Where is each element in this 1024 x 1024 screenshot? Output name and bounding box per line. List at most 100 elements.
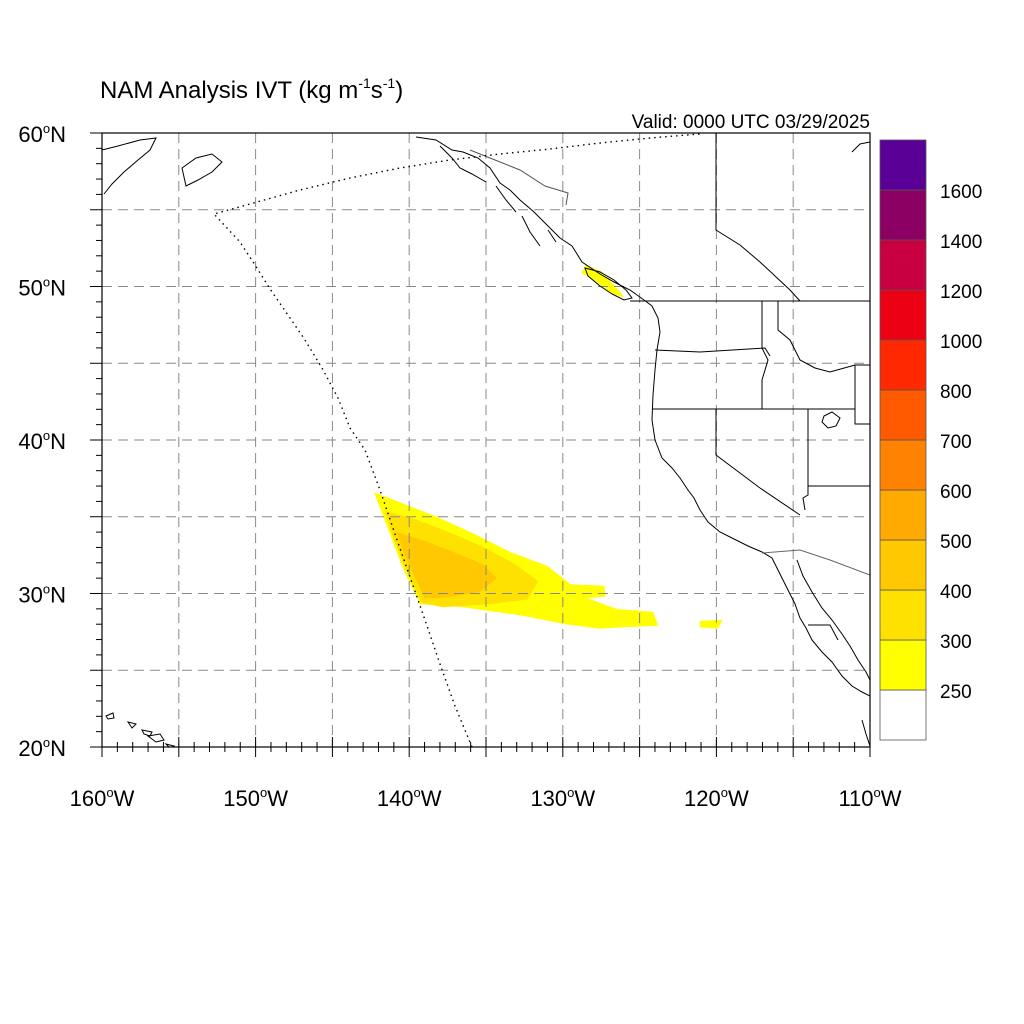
ivt-region-400: [396, 532, 497, 599]
lat-label: 20oN: [18, 735, 66, 761]
colorbar-swatch: [879, 389, 927, 441]
border-baja-south: [808, 624, 839, 641]
colorbar-swatch: [879, 639, 927, 691]
ivt-region-250: [581, 265, 625, 298]
lon-label-hemisphere: W: [881, 786, 902, 811]
lon-label: 150oW: [223, 785, 288, 811]
title-exponent-2: -1: [383, 75, 396, 91]
lat-label-hemisphere: N: [50, 583, 66, 608]
colorbar-level-label: 400: [940, 582, 972, 603]
lon-label-degrees: 140: [377, 786, 414, 811]
degree-symbol: o: [567, 785, 574, 800]
colorbar-level-label: 1000: [940, 332, 982, 353]
border-alaska-canada: [715, 133, 801, 302]
great-salt-lake: [821, 411, 841, 429]
coastline-top-right: [851, 141, 870, 153]
coastline-vancouver-island: [584, 267, 633, 301]
degree-symbol: o: [43, 121, 50, 136]
degree-symbol: o: [43, 428, 50, 443]
degree-symbol: o: [260, 785, 267, 800]
degree-symbol: o: [43, 275, 50, 290]
border-ut-wy: [854, 364, 870, 425]
lat-label: 40oN: [18, 428, 66, 454]
border-idaho: [761, 301, 769, 409]
lat-label-hemisphere: N: [50, 429, 66, 454]
colorbar: 250 300 400 500 600 700 800 1000 1200 1400 1600: [879, 139, 982, 741]
colorbar-swatch: [879, 689, 927, 741]
lon-label-hemisphere: W: [728, 786, 749, 811]
colorbar-swatch: [879, 189, 927, 241]
lon-label-degrees: 120: [684, 786, 721, 811]
lon-label-degrees: 150: [223, 786, 260, 811]
coastline-alaska-islands: [439, 145, 557, 247]
colorbar-level-label: 1200: [940, 282, 982, 303]
lat-label-hemisphere: N: [50, 276, 66, 301]
degree-symbol: o: [721, 785, 728, 800]
lon-label: 110oW: [838, 785, 901, 811]
coastline-gulf-of-california: [796, 559, 870, 681]
degree-symbol: o: [43, 735, 50, 750]
lat-label-hemisphere: N: [50, 736, 66, 761]
border-idaho-montana: [777, 301, 856, 373]
border-alaska-panhandle: [469, 149, 569, 206]
lat-label-degrees: 20: [18, 736, 42, 761]
colorbar-swatch: [879, 589, 927, 641]
map-title: NAM Analysis IVT (kg m-1s-1): [100, 75, 403, 104]
border-us-mexico: [761, 549, 870, 576]
lon-label-hemisphere: W: [267, 786, 288, 811]
colorbar-swatch: [879, 289, 927, 341]
colorbar-level-label: 800: [940, 382, 972, 403]
axis-ticks: [90, 132, 871, 757]
colorbar-swatch: [879, 239, 927, 291]
lon-label-degrees: 110: [838, 786, 873, 811]
lat-label: 30oN: [18, 582, 66, 608]
coastline-west-coast: [415, 136, 870, 697]
lon-label: 120oW: [684, 785, 749, 811]
lon-label-degrees: 130: [530, 786, 567, 811]
lon-label: 140oW: [377, 785, 442, 811]
colorbar-level-label: 300: [940, 632, 972, 653]
title-mid: s: [371, 77, 383, 104]
border-wa-or: [654, 347, 771, 357]
colorbar-level-label: 250: [940, 682, 972, 703]
valid-time-label: Valid: 0000 UTC 03/29/2025: [632, 112, 870, 133]
colorbar-level-label: 700: [940, 432, 972, 453]
lat-label-degrees: 40: [18, 429, 42, 454]
colorbar-level-label: 600: [940, 482, 972, 503]
degree-symbol: o: [414, 785, 421, 800]
colorbar-level-label: 1400: [940, 232, 982, 253]
lon-label-hemisphere: W: [114, 786, 135, 811]
coastline-mexico-east: [861, 719, 870, 747]
lat-label-degrees: 60: [18, 122, 42, 147]
lat-label-hemisphere: N: [50, 122, 66, 147]
graticule: [102, 133, 870, 747]
ivt-shading-layer: [373, 265, 723, 629]
coastlines-and-borders: [102, 136, 870, 747]
colorbar-level-label: 500: [940, 532, 972, 553]
title-close: ): [395, 77, 403, 104]
lon-label-degrees: 160: [70, 786, 107, 811]
coastline-kodiak: [181, 153, 223, 187]
colorbar-swatch: [879, 439, 927, 491]
colorbar-swatch: [879, 539, 927, 591]
title-main: NAM Analysis IVT (kg m: [100, 77, 358, 104]
colorbar-level-label: 1600: [940, 182, 982, 203]
border-ca-nv: [715, 409, 801, 516]
colorbar-swatch: [879, 139, 927, 191]
lat-label: 50oN: [18, 275, 66, 301]
border-nv-ut: [802, 409, 809, 511]
degree-symbol: o: [874, 785, 881, 800]
lat-label: 60oN: [18, 121, 66, 147]
lon-label: 130oW: [530, 785, 595, 811]
degree-symbol: o: [43, 582, 50, 597]
coastline-alaska-mainland: [102, 137, 157, 195]
lat-label-degrees: 50: [18, 276, 42, 301]
political-borders: [469, 133, 870, 641]
title-exponent-1: -1: [358, 75, 371, 91]
lon-label-hemisphere: W: [574, 786, 595, 811]
lat-label-degrees: 30: [18, 583, 42, 608]
degree-symbol: o: [106, 785, 113, 800]
